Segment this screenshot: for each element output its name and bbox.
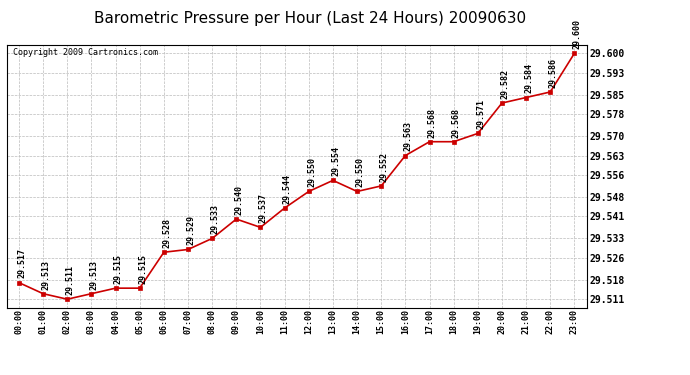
Text: 29.571: 29.571 <box>476 99 485 129</box>
Text: 29.511: 29.511 <box>66 265 75 295</box>
Text: 29.582: 29.582 <box>500 69 509 99</box>
Text: 29.550: 29.550 <box>355 157 364 187</box>
Text: 29.537: 29.537 <box>259 193 268 223</box>
Text: 29.584: 29.584 <box>524 63 533 93</box>
Text: 29.550: 29.550 <box>307 157 316 187</box>
Text: 29.540: 29.540 <box>235 185 244 215</box>
Text: 29.529: 29.529 <box>186 215 195 245</box>
Text: 29.568: 29.568 <box>452 108 461 138</box>
Text: 29.533: 29.533 <box>210 204 219 234</box>
Text: 29.513: 29.513 <box>90 260 99 290</box>
Text: 29.568: 29.568 <box>428 108 437 138</box>
Text: 29.528: 29.528 <box>162 218 171 248</box>
Text: Copyright 2009 Cartronics.com: Copyright 2009 Cartronics.com <box>12 48 158 57</box>
Text: 29.600: 29.600 <box>573 19 582 49</box>
Text: 29.563: 29.563 <box>404 122 413 152</box>
Text: 29.513: 29.513 <box>41 260 50 290</box>
Text: 29.517: 29.517 <box>17 249 26 279</box>
Text: 29.554: 29.554 <box>331 146 340 176</box>
Text: 29.544: 29.544 <box>283 174 292 204</box>
Text: 29.586: 29.586 <box>549 58 558 88</box>
Text: 29.515: 29.515 <box>138 254 147 284</box>
Text: 29.552: 29.552 <box>380 152 388 182</box>
Text: 29.515: 29.515 <box>114 254 123 284</box>
Text: Barometric Pressure per Hour (Last 24 Hours) 20090630: Barometric Pressure per Hour (Last 24 Ho… <box>95 11 526 26</box>
